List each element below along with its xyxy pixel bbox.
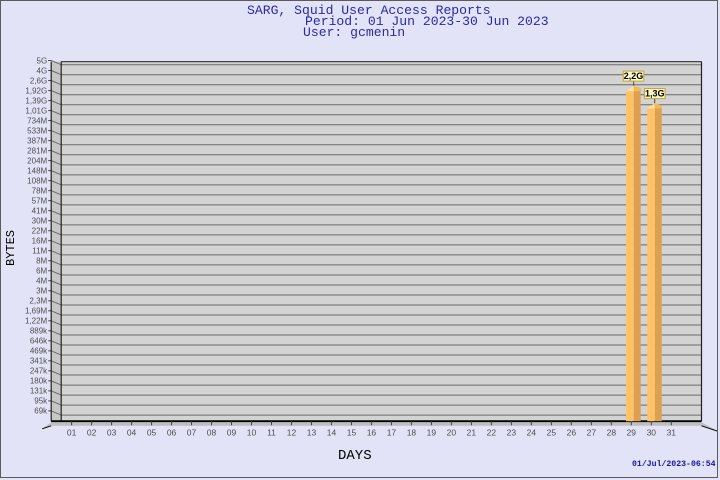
svg-text:14: 14 [327, 427, 337, 437]
svg-text:889k: 889k [30, 327, 48, 336]
svg-text:1,3G: 1,3G [645, 89, 665, 99]
svg-text:4M: 4M [36, 277, 47, 286]
svg-text:15: 15 [347, 427, 357, 437]
svg-text:03: 03 [107, 427, 117, 437]
svg-text:23: 23 [507, 427, 517, 437]
svg-text:29: 29 [627, 427, 637, 437]
svg-text:12: 12 [287, 427, 297, 437]
svg-text:09: 09 [227, 427, 237, 437]
svg-text:28: 28 [607, 427, 617, 437]
svg-text:22M: 22M [32, 226, 48, 235]
svg-text:18: 18 [407, 427, 417, 437]
svg-text:646k: 646k [30, 337, 48, 346]
svg-text:57M: 57M [32, 196, 48, 205]
svg-text:22: 22 [487, 427, 497, 437]
svg-text:180k: 180k [30, 377, 48, 386]
svg-text:21: 21 [467, 427, 477, 437]
svg-text:1,39G: 1,39G [25, 96, 47, 105]
svg-text:07: 07 [187, 427, 197, 437]
svg-text:1,69M: 1,69M [25, 307, 48, 316]
svg-text:6M: 6M [36, 267, 47, 276]
svg-text:1,92G: 1,92G [25, 86, 47, 95]
svg-text:30M: 30M [32, 216, 48, 225]
svg-text:4G: 4G [37, 66, 48, 75]
svg-text:27: 27 [587, 427, 597, 437]
svg-text:16: 16 [367, 427, 377, 437]
svg-text:05: 05 [147, 427, 157, 437]
svg-text:281M: 281M [27, 146, 47, 155]
svg-text:11: 11 [267, 427, 276, 437]
svg-text:24: 24 [527, 427, 537, 437]
svg-text:2,6G: 2,6G [30, 76, 47, 85]
svg-text:108M: 108M [27, 176, 47, 185]
svg-text:5G: 5G [37, 56, 48, 65]
svg-text:1,22M: 1,22M [25, 317, 48, 326]
svg-text:41M: 41M [32, 206, 48, 215]
svg-text:20: 20 [447, 427, 457, 437]
svg-text:95k: 95k [34, 397, 48, 406]
svg-text:01: 01 [67, 427, 77, 437]
svg-text:08: 08 [207, 427, 217, 437]
svg-text:17: 17 [387, 427, 397, 437]
svg-text:06: 06 [167, 427, 177, 437]
svg-text:8M: 8M [36, 257, 47, 266]
svg-text:13: 13 [307, 427, 317, 437]
svg-text:247k: 247k [30, 367, 48, 376]
svg-text:734M: 734M [27, 116, 47, 125]
svg-text:25: 25 [547, 427, 557, 437]
svg-text:533M: 533M [27, 126, 47, 135]
svg-text:19: 19 [427, 427, 437, 437]
svg-text:69k: 69k [34, 407, 48, 416]
svg-text:30: 30 [647, 427, 657, 437]
svg-text:1,01G: 1,01G [25, 106, 47, 115]
svg-text:78M: 78M [32, 186, 48, 195]
svg-text:387M: 387M [27, 136, 47, 145]
svg-text:04: 04 [127, 427, 137, 437]
svg-text:31: 31 [667, 427, 677, 437]
svg-text:204M: 204M [27, 156, 47, 165]
svg-text:2,2G: 2,2G [624, 71, 644, 81]
svg-text:10: 10 [247, 427, 257, 437]
svg-text:469k: 469k [30, 347, 48, 356]
svg-text:16M: 16M [32, 237, 48, 246]
svg-text:11M: 11M [32, 247, 47, 256]
svg-text:26: 26 [567, 427, 577, 437]
svg-text:2,3M: 2,3M [29, 297, 47, 306]
svg-text:131k: 131k [30, 387, 48, 396]
svg-text:341k: 341k [30, 357, 48, 366]
svg-text:148M: 148M [27, 166, 47, 175]
svg-text:3M: 3M [36, 287, 47, 296]
svg-text:02: 02 [87, 427, 97, 437]
